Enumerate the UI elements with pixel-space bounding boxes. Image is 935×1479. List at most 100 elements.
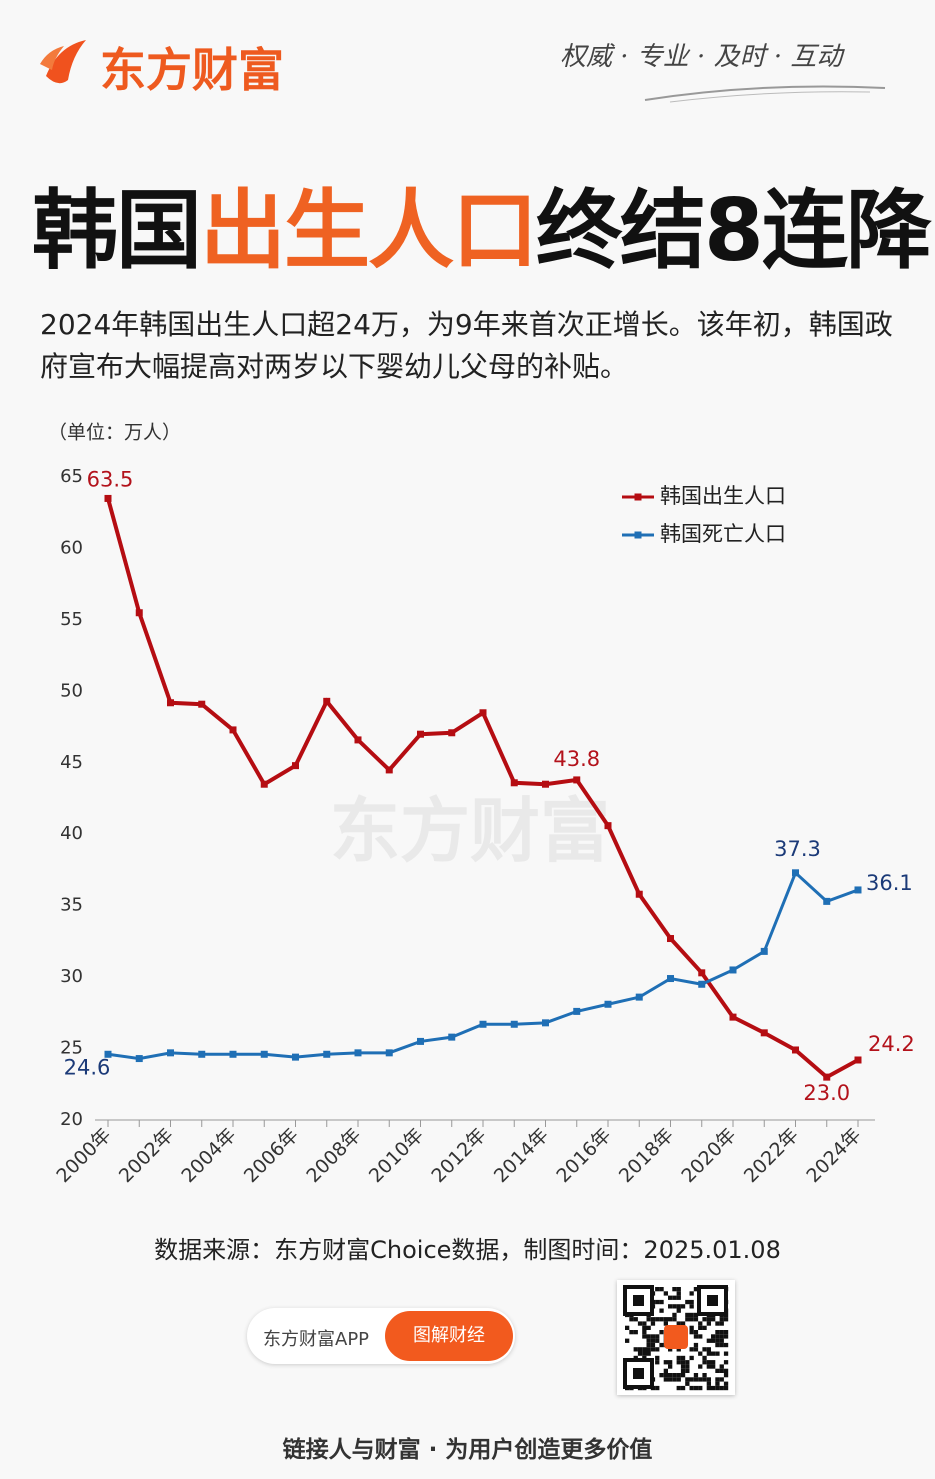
qr-cell: [693, 1385, 699, 1391]
qr-cell: [642, 1330, 647, 1335]
point: [479, 709, 487, 717]
x-tick-label: 2014年: [490, 1124, 553, 1187]
qr-cell: [693, 1373, 699, 1378]
y-tick-label: 45: [60, 752, 83, 773]
legend-point: [634, 531, 642, 539]
qr-cell: [655, 1355, 660, 1361]
qr-cell: [663, 1360, 668, 1365]
qr-cell: [685, 1368, 690, 1373]
qr-cell: [668, 1377, 673, 1382]
qr-cell: [625, 1338, 630, 1343]
qr-cell: [655, 1338, 660, 1343]
qr-cell: [642, 1351, 647, 1356]
qr-cell: [711, 1385, 716, 1391]
title-part: 出生人口: [200, 181, 538, 281]
qr-cell: [706, 1381, 711, 1386]
qr-cell: [676, 1360, 681, 1365]
qr-cell: [693, 1330, 699, 1335]
point: [792, 1046, 799, 1054]
qr-cell: [655, 1287, 660, 1292]
qr-cell: [689, 1299, 694, 1305]
qr-cell: [676, 1347, 681, 1352]
watermark: 东方财富: [330, 790, 610, 872]
legend-label: 韩国死亡人口: [660, 522, 786, 546]
qr-cell: [706, 1317, 711, 1322]
qr-cell: [633, 1317, 638, 1322]
slogan-swoosh: [644, 85, 886, 103]
qr-cell: [711, 1338, 716, 1343]
qr-cell: [719, 1317, 724, 1322]
point: [573, 1007, 581, 1015]
qr-cell: [715, 1334, 720, 1339]
qr-cell: [706, 1385, 711, 1391]
qr-cell: [663, 1291, 668, 1296]
qr-cell: [711, 1351, 716, 1356]
qr-cell: [655, 1360, 660, 1365]
qr-cell: [723, 1381, 729, 1386]
qr-cell: [650, 1321, 656, 1326]
qr-cell: [672, 1373, 677, 1378]
qr-cell: [646, 1334, 651, 1339]
point: [198, 700, 206, 708]
qr-cell: [637, 1351, 643, 1356]
point: [510, 1020, 518, 1028]
qr-cell: [646, 1325, 651, 1330]
point: [417, 730, 424, 738]
qr-cell: [676, 1373, 681, 1378]
qr-cell: [719, 1321, 724, 1326]
point: [198, 1050, 206, 1058]
qr-cell: [702, 1373, 707, 1378]
x-tick-label: 2000年: [52, 1124, 115, 1187]
point: [573, 776, 581, 784]
qr-code: [617, 1280, 735, 1395]
qr-cell: [668, 1295, 673, 1300]
qr-cell: [676, 1304, 681, 1309]
x-tick-label: 2018年: [615, 1124, 678, 1187]
qr-cell: [668, 1347, 673, 1352]
qr-cell: [693, 1377, 699, 1382]
point: [448, 729, 456, 737]
point: [667, 935, 674, 943]
x-tick-label: 2002年: [115, 1124, 178, 1187]
qr-cell: [676, 1308, 681, 1313]
qr-cell: [629, 1330, 634, 1335]
tagline: 链接人与财富 · 为用户创造更多价值: [282, 1437, 653, 1463]
x-tick-label: 2006年: [240, 1124, 303, 1187]
qr-cell: [719, 1385, 724, 1391]
qr-cell: [676, 1291, 681, 1296]
point: [667, 975, 674, 983]
qr-cell: [698, 1351, 703, 1356]
legend-point: [634, 493, 642, 501]
qr-cell: [702, 1317, 707, 1322]
y-tick-label: 65: [60, 466, 83, 487]
qr-cell: [693, 1287, 699, 1292]
search-button[interactable]: 图解财经: [385, 1311, 513, 1361]
qr-cell: [646, 1342, 651, 1348]
x-tick-label: 2016年: [552, 1124, 615, 1187]
qr-cell: [646, 1338, 651, 1343]
qr-cell: [646, 1317, 651, 1322]
title: 韩国出生人口终结8连降: [32, 160, 932, 285]
point: [292, 762, 299, 770]
subtitle: 2024年韩国出生人口超24万，为9年来首次正增长。该年初，韩国政府宣布大幅提高…: [40, 308, 893, 383]
line: [106, 497, 859, 1080]
qr-cell: [655, 1347, 660, 1352]
qr-cell: [723, 1385, 729, 1391]
point: [604, 822, 612, 830]
qr-cell: [655, 1334, 660, 1339]
qr-cell: [723, 1330, 729, 1335]
qr-cell: [676, 1321, 681, 1326]
qr-cell: [723, 1334, 729, 1339]
point: [635, 890, 643, 898]
point: [385, 1049, 393, 1057]
point: [479, 1020, 487, 1028]
qr-cell: [685, 1377, 690, 1382]
x-tick-label: 2020年: [677, 1124, 740, 1187]
y-tick-label: 25: [60, 1038, 83, 1059]
qr-cell: [655, 1317, 660, 1322]
point: [510, 779, 518, 787]
qr-cell: [633, 1330, 638, 1335]
qr-cell: [719, 1338, 724, 1343]
qr-cell: [685, 1317, 690, 1322]
